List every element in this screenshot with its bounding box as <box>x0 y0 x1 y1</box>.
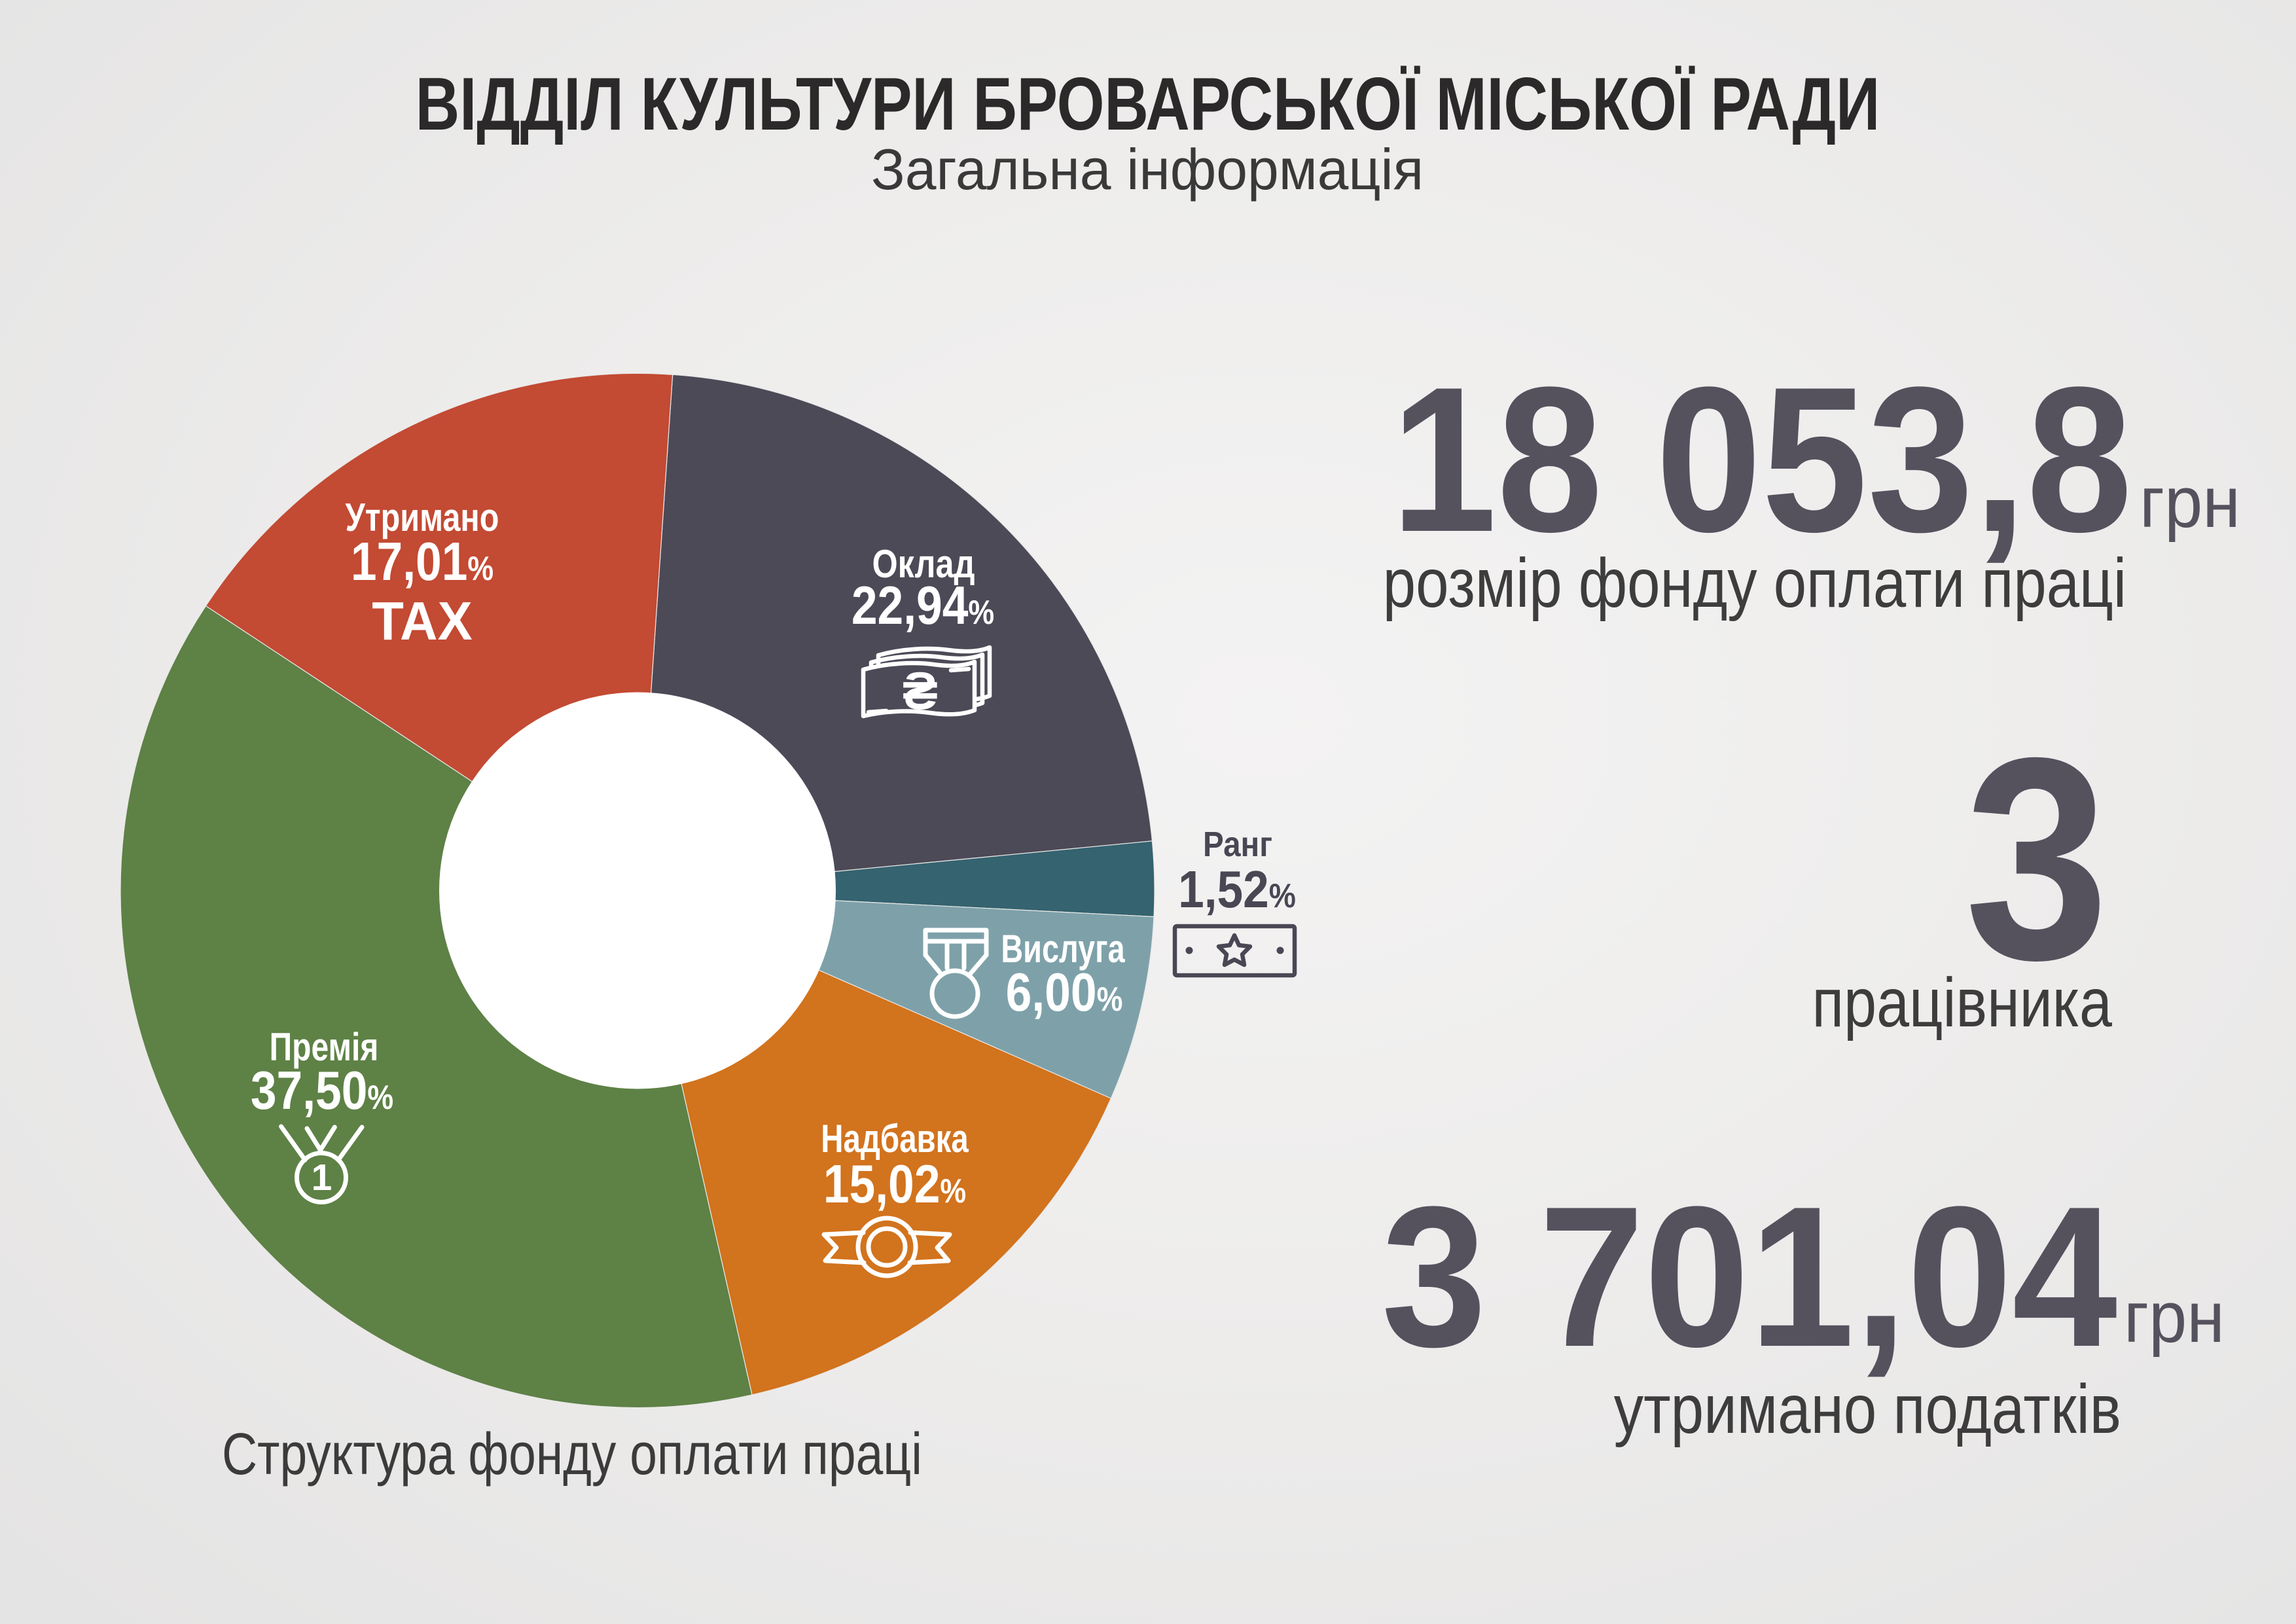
svg-text:Утримано: Утримано <box>346 496 499 539</box>
svg-text:Загальна інформація: Загальна інформація <box>871 137 1424 202</box>
svg-text:1: 1 <box>312 1157 332 1199</box>
svg-text:Надбавка: Надбавка <box>821 1117 969 1161</box>
svg-text:TAX: TAX <box>372 591 472 652</box>
svg-text:утримано податків: утримано податків <box>1614 1370 2121 1447</box>
svg-text:₴: ₴ <box>903 662 938 721</box>
svg-text:Структура фонду оплати праці: Структура фонду оплати праці <box>222 1421 922 1487</box>
svg-text:Оклад: Оклад <box>872 542 975 586</box>
svg-text:Вислуга: Вислуга <box>1001 927 1125 971</box>
svg-text:працівника: працівника <box>1812 964 2113 1041</box>
svg-text:Ранг: Ранг <box>1203 824 1272 864</box>
svg-text:розмір фонду оплати праці: розмір фонду оплати праці <box>1383 544 2126 621</box>
svg-text:3: 3 <box>1965 698 2109 1020</box>
svg-text:грн: грн <box>2124 1277 2225 1358</box>
svg-text:18 053,8: 18 053,8 <box>1391 344 2132 575</box>
svg-text:Премія: Премія <box>270 1025 379 1069</box>
svg-text:1,52%: 1,52% <box>1178 860 1296 919</box>
svg-text:22,94%: 22,94% <box>852 575 994 636</box>
svg-text:ВІДДІЛ КУЛЬТУРИ БРОВАРСЬКОЇ МІ: ВІДДІЛ КУЛЬТУРИ БРОВАРСЬКОЇ МІСЬКОЇ РАДИ <box>416 63 1880 146</box>
svg-text:грн: грн <box>2140 462 2240 543</box>
svg-text:3 701,04: 3 701,04 <box>1382 1165 2119 1388</box>
